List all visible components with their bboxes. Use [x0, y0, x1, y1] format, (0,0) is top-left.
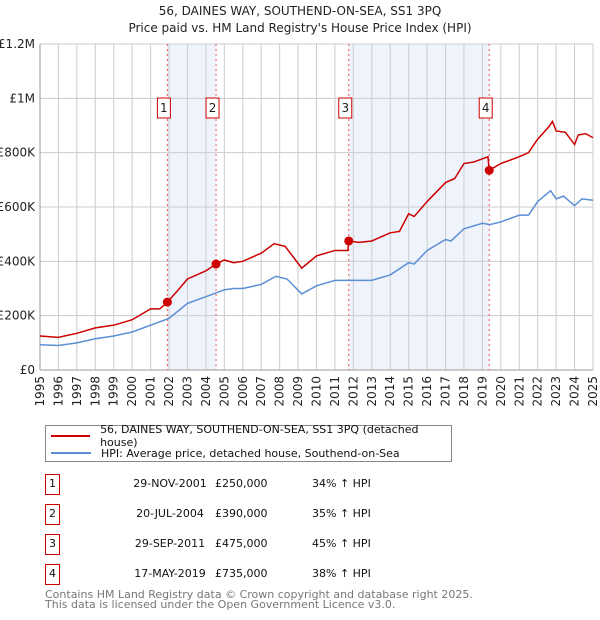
x-tick-label: 1996: [51, 376, 65, 407]
x-tick-label: 2009: [291, 376, 305, 407]
sale-hpi-change: 45% ↑ HPI: [312, 537, 371, 550]
sale-price: £475,000: [215, 537, 268, 550]
chart-title: 56, DAINES WAY, SOUTHEND-ON-SEA, SS1 3PQ: [159, 4, 442, 18]
x-tick-label: 2007: [254, 376, 268, 407]
legend-label: HPI: Average price, detached house, Sout…: [101, 446, 400, 460]
x-tick-label: 2023: [549, 376, 563, 407]
x-tick-label: 2017: [439, 376, 453, 407]
x-tick-label: 2025: [586, 376, 600, 407]
y-tick-label: £1M: [9, 91, 35, 105]
legend-swatch-blue: [51, 452, 91, 454]
x-tick-label: 2020: [494, 376, 508, 407]
price-chart: 56, DAINES WAY, SOUTHEND-ON-SEA, SS1 3PQ…: [0, 4, 600, 407]
y-tick-label: £0: [20, 363, 35, 377]
x-tick-label: 2016: [420, 376, 434, 407]
x-tick-label: 2010: [310, 376, 324, 407]
sale-number: 4: [45, 564, 60, 585]
legend-item-hpi: HPI: Average price, detached house, Sout…: [51, 445, 400, 461]
sale-point: [344, 236, 354, 246]
sale-marker-box: [338, 97, 353, 119]
sale-hpi-change: 38% ↑ HPI: [312, 567, 371, 580]
x-tick-label: 2005: [217, 376, 231, 407]
legend: 56, DAINES WAY, SOUTHEND-ON-SEA, SS1 3PQ…: [45, 423, 452, 462]
sale-price: £735,000: [215, 567, 268, 580]
sale-marker-number: 1: [160, 101, 168, 115]
y-tick-label: £1.2M: [0, 37, 35, 51]
legend-item-property: 56, DAINES WAY, SOUTHEND-ON-SEA, SS1 3PQ…: [51, 423, 451, 449]
x-tick-label: 2008: [273, 376, 287, 407]
x-tick-label: 2013: [365, 376, 379, 407]
x-tick-label: 1997: [70, 376, 84, 407]
footer: Contains HM Land Registry data © Crown c…: [45, 588, 473, 611]
sale-number: 3: [45, 534, 60, 555]
hpi-line: [39, 189, 594, 347]
sale-date: 29-NOV-2001: [133, 477, 207, 490]
sale-row: 3 29-SEP-2011 £475,000 45% ↑ HPI: [45, 534, 445, 555]
footer-line-2: This data is licensed under the Open Gov…: [45, 598, 396, 611]
x-tick-label: 1999: [107, 376, 121, 407]
x-tick-label: 2011: [328, 376, 342, 407]
sale-number: 1: [45, 474, 60, 495]
y-tick-label: £800K: [0, 146, 36, 160]
sale-point: [484, 165, 494, 175]
sale-price: £250,000: [215, 477, 268, 490]
y-tick-label: £200K: [0, 309, 36, 323]
legend-swatch-red: [51, 435, 91, 437]
sale-hpi-change: 35% ↑ HPI: [312, 507, 371, 520]
sale-row: 2 20-JUL-2004 £390,000 35% ↑ HPI: [45, 504, 445, 525]
sale-marker-number: 2: [209, 101, 217, 115]
sale-date: 20-JUL-2004: [136, 507, 204, 520]
y-tick-label: £600K: [0, 200, 36, 214]
x-tick-label: 2012: [346, 376, 360, 407]
x-tick-label: 2018: [457, 376, 471, 407]
sale-marker-number: 3: [341, 101, 349, 115]
x-tick-label: 2019: [475, 376, 489, 407]
sale-marker-box: [205, 97, 220, 119]
sale-marker-box: [478, 97, 493, 119]
chart-subtitle: Price paid vs. HM Land Registry's House …: [128, 21, 471, 35]
sale-hpi-change: 34% ↑ HPI: [312, 477, 371, 490]
sale-date: 17-MAY-2019: [134, 567, 206, 580]
x-tick-label: 2004: [199, 376, 213, 407]
sale-row: 4 17-MAY-2019 £735,000 38% ↑ HPI: [45, 564, 445, 585]
x-tick-label: 2022: [531, 376, 545, 407]
x-tick-label: 2021: [512, 376, 526, 407]
x-tick-label: 1998: [88, 376, 102, 407]
sale-number: 2: [45, 504, 60, 525]
sale-marker-number: 4: [482, 101, 490, 115]
x-tick-label: 2006: [236, 376, 250, 407]
y-tick-label: £400K: [0, 254, 36, 268]
x-tick-label: 2002: [162, 376, 176, 407]
sale-row: 1 29-NOV-2001 £250,000 34% ↑ HPI: [45, 474, 445, 495]
x-tick-label: 2014: [383, 376, 397, 407]
sale-marker-box: [156, 97, 171, 119]
x-tick-label: 2000: [125, 376, 139, 407]
sale-date: 29-SEP-2011: [134, 537, 206, 550]
footer-line-1: Contains HM Land Registry data © Crown c…: [45, 588, 473, 601]
x-tick-label: 2003: [180, 376, 194, 407]
legend-label: 56, DAINES WAY, SOUTHEND-ON-SEA, SS1 3PQ…: [100, 423, 419, 449]
x-tick-label: 2015: [402, 376, 416, 407]
sale-point: [211, 259, 221, 269]
sale-point: [162, 297, 172, 307]
x-tick-label: 2024: [568, 376, 582, 407]
sale-price: £390,000: [215, 507, 268, 520]
x-tick-label: 2001: [144, 376, 158, 407]
x-tick-label: 1995: [33, 376, 47, 407]
